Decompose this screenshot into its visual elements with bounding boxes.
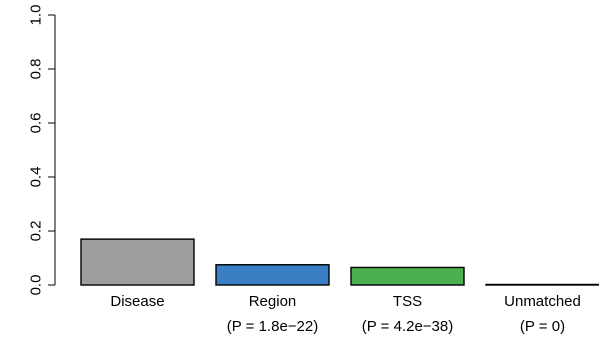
bar-tss: [350, 266, 465, 286]
y-tick-label: 0.6: [28, 113, 45, 134]
category-label: Unmatched: [504, 293, 581, 310]
y-tick-label: 1.0: [28, 5, 45, 26]
category-label: Disease: [110, 293, 164, 310]
bar-region: [215, 264, 330, 286]
bar-disease: [80, 238, 195, 286]
y-tick-label: 0.0: [28, 275, 45, 296]
bars: [80, 238, 599, 286]
y-tick-label: 0.8: [28, 59, 45, 80]
x-axis-labels: Disease Region (P = 1.8e−22) TSS (P = 4.2e−3…: [110, 293, 580, 335]
y-tick-label: 0.2: [28, 221, 45, 242]
category-p-value: (P = 0): [520, 318, 565, 335]
category-label: Region: [249, 293, 297, 310]
category-p-value: (P = 1.8e−22): [227, 318, 318, 335]
y-axis: 0.0 0.2 0.4 0.6 0.8 1.0: [28, 5, 56, 296]
category-label: TSS: [393, 293, 422, 310]
y-tick-label: 0.4: [28, 167, 45, 188]
category-p-value: (P = 4.2e−38): [362, 318, 453, 335]
bar-unmatched: [485, 283, 599, 286]
